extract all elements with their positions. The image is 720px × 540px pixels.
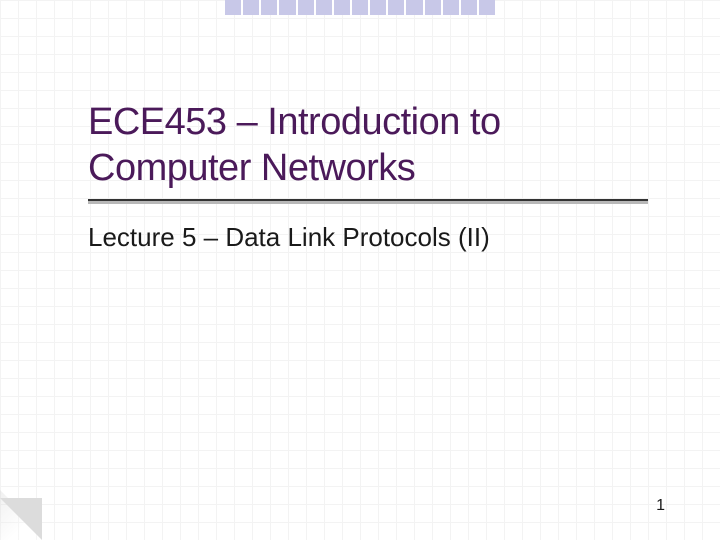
title-line-2: Computer Networks [88, 147, 415, 189]
title-underline [88, 199, 648, 201]
slide-title: ECE453 – Introduction to Computer Networ… [88, 100, 648, 191]
page-corner-fold [0, 498, 42, 540]
decorative-top-bar [225, 0, 495, 15]
slide-content: ECE453 – Introduction to Computer Networ… [88, 100, 648, 255]
background-grid [0, 0, 720, 540]
page-number: 1 [656, 497, 665, 515]
title-line-1: ECE453 – Introduction to [88, 101, 501, 143]
slide-subtitle: Lecture 5 – Data Link Protocols (II) [88, 221, 648, 255]
